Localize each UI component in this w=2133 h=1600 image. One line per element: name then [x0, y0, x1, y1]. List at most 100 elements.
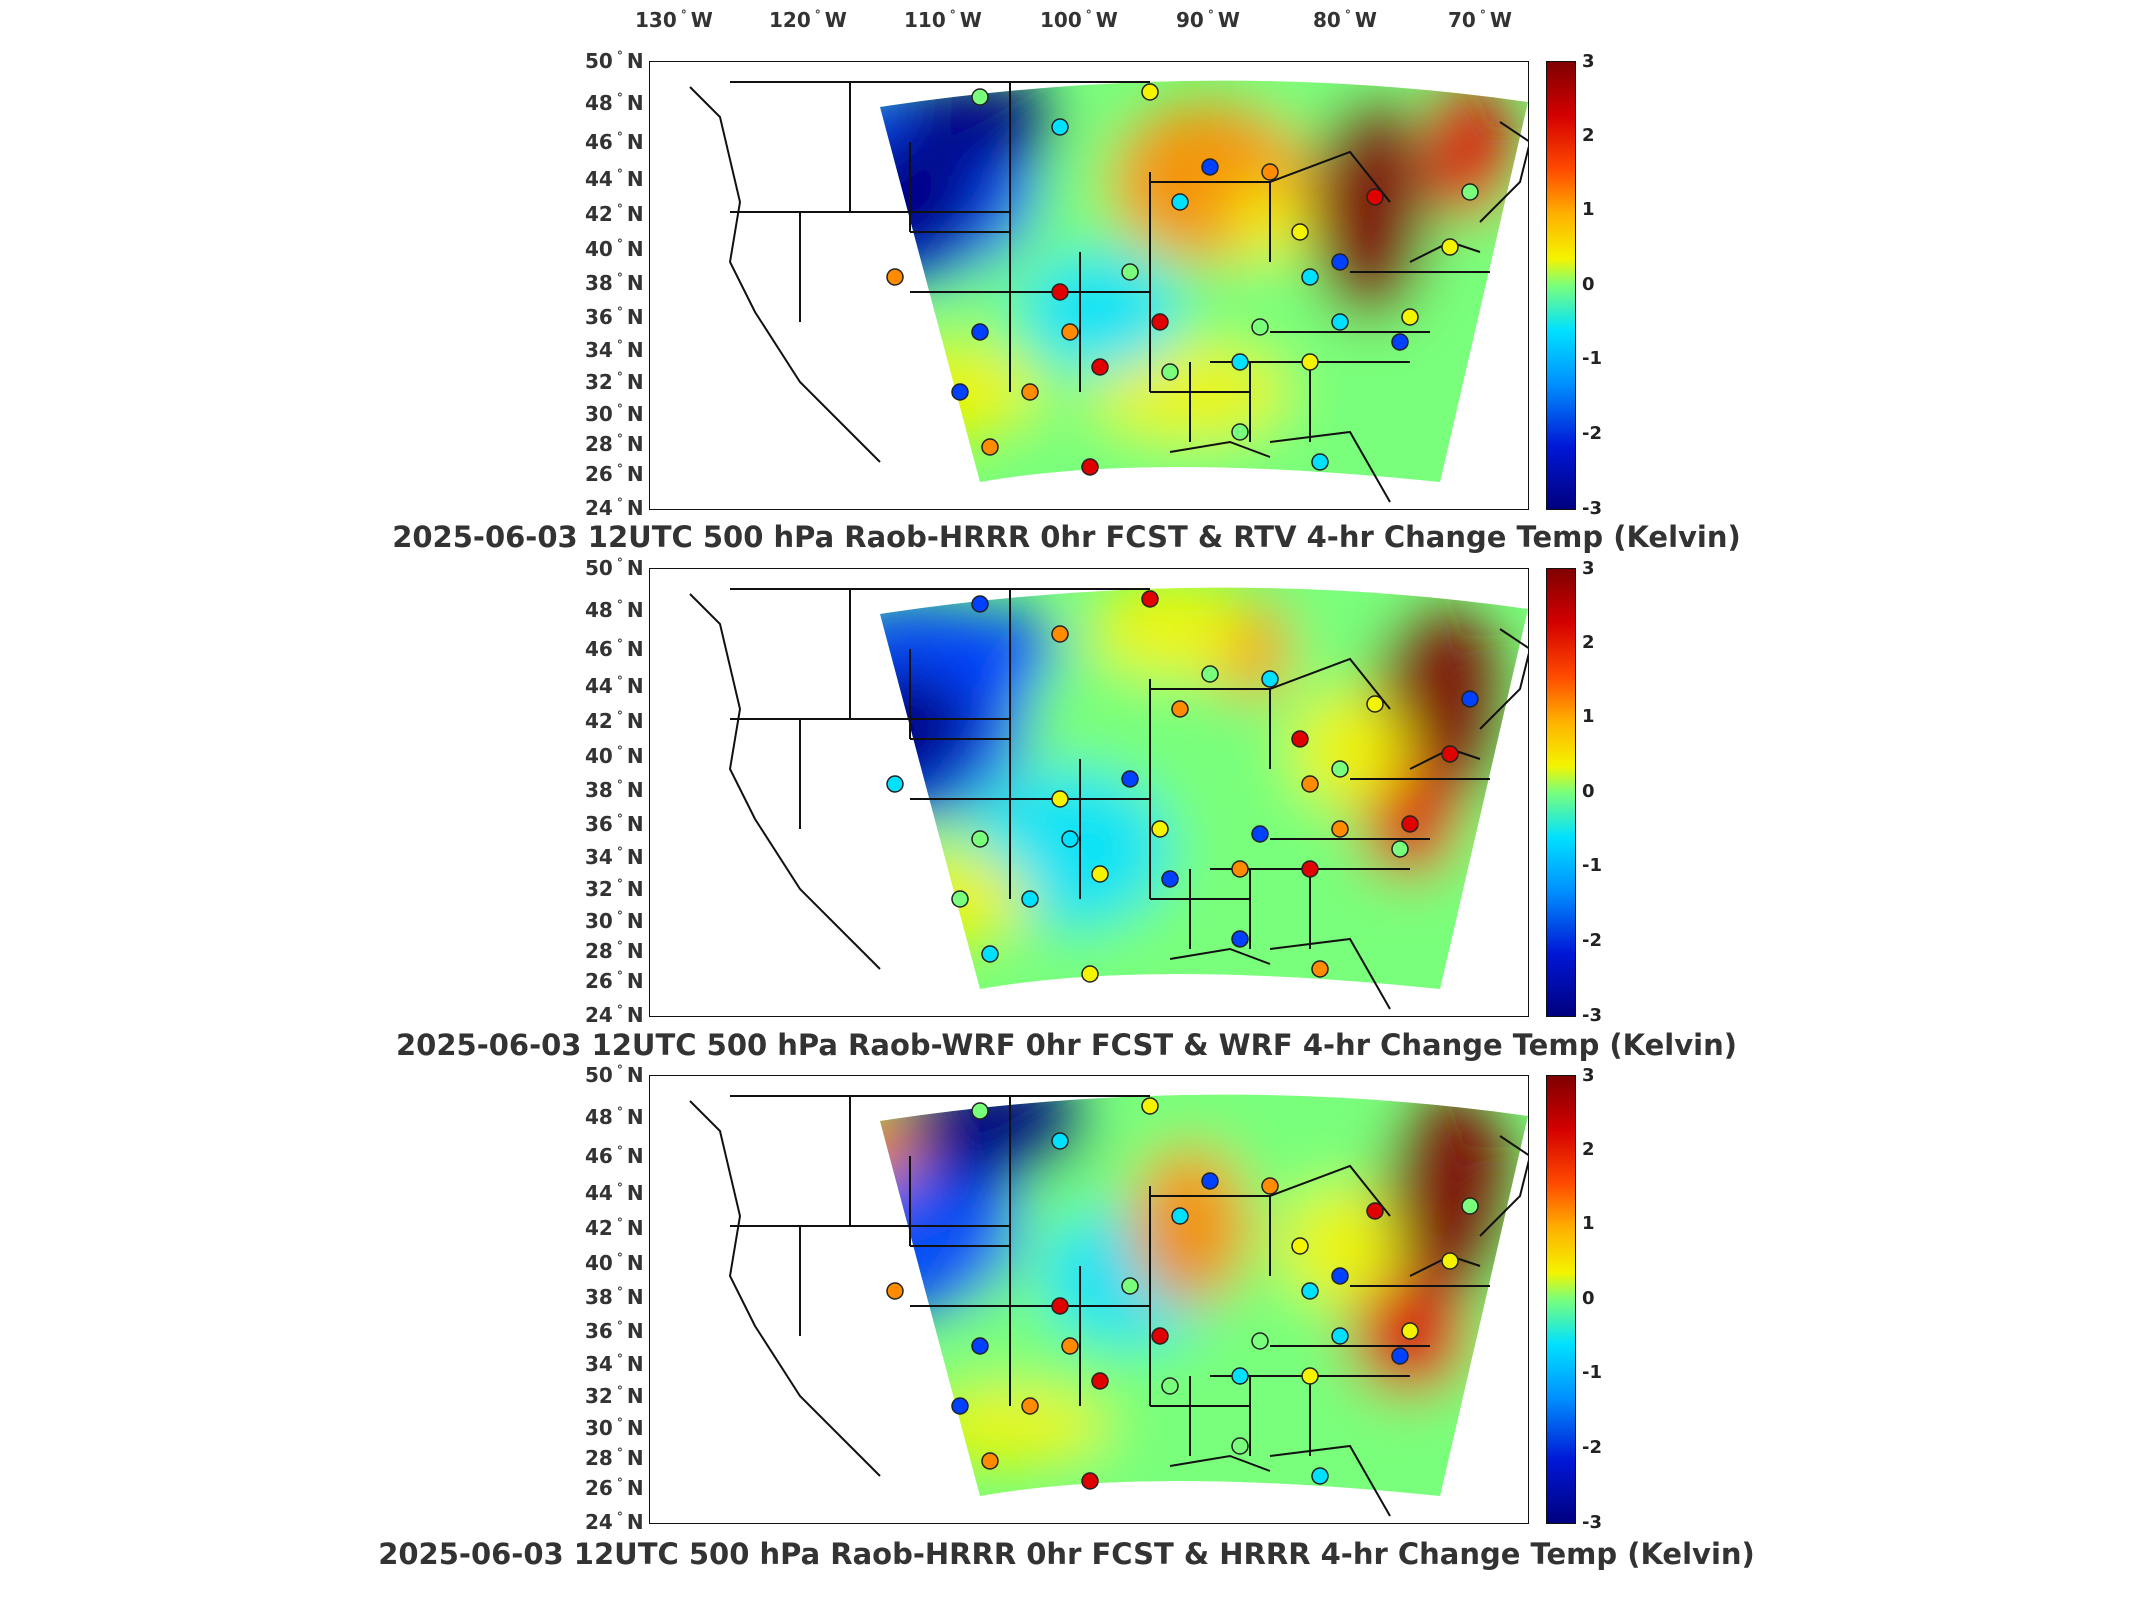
degree-symbol: °: [616, 1446, 623, 1461]
degree-value: 26: [585, 462, 613, 486]
station-marker: [1151, 1327, 1169, 1345]
degree-symbol: °: [1207, 8, 1214, 23]
latitude-label: 36 ° N: [585, 1319, 644, 1343]
latitude-label: 30 ° N: [585, 1416, 644, 1440]
station-marker: [1391, 840, 1409, 858]
colorbar: [1546, 61, 1576, 510]
hemisphere: N: [626, 909, 644, 933]
degree-symbol: °: [616, 1003, 623, 1018]
hemisphere: N: [626, 556, 644, 580]
degree-value: 130: [635, 8, 677, 32]
degree-value: 24: [585, 1003, 613, 1027]
colorbar-tick-label: -3: [1582, 1005, 1602, 1026]
degree-value: 42: [585, 1216, 613, 1240]
station-marker: [1081, 965, 1099, 983]
latitude-label: 30 ° N: [585, 402, 644, 426]
degree-value: 50: [585, 49, 613, 73]
degree-symbol: °: [616, 812, 623, 827]
latitude-label: 44 ° N: [585, 167, 644, 191]
station-marker: [971, 830, 989, 848]
station-marker: [1401, 308, 1419, 326]
station-marker: [1261, 670, 1279, 688]
degree-value: 48: [585, 1105, 613, 1129]
degree-symbol: °: [616, 598, 623, 613]
degree-value: 70: [1448, 8, 1476, 32]
degree-symbol: °: [616, 1352, 623, 1367]
colorbar-tick-label: 0: [1582, 1288, 1595, 1309]
hemisphere: N: [626, 338, 644, 362]
station-marker: [1121, 263, 1139, 281]
colorbar-tick-label: -3: [1582, 1512, 1602, 1533]
hemisphere: N: [626, 598, 644, 622]
degree-value: 100: [1040, 8, 1082, 32]
colorbar-tick-label: -1: [1582, 1362, 1602, 1383]
degree-value: 30: [585, 1416, 613, 1440]
hemisphere: N: [626, 1105, 644, 1129]
latitude-label: 26 ° N: [585, 969, 644, 993]
station-marker: [1051, 790, 1069, 808]
latitude-label: 40 ° N: [585, 744, 644, 768]
station-marker: [1231, 353, 1249, 371]
degree-value: 48: [585, 91, 613, 115]
colorbar-tick-label: 1: [1582, 706, 1595, 727]
hemisphere: N: [626, 812, 644, 836]
latitude-label: 50 ° N: [585, 1063, 644, 1087]
hemisphere: N: [626, 202, 644, 226]
degree-symbol: °: [616, 709, 623, 724]
latitude-label: 32 ° N: [585, 1384, 644, 1408]
station-marker: [1151, 313, 1169, 331]
degree-symbol: °: [814, 8, 821, 23]
latitude-label: 44 ° N: [585, 674, 644, 698]
colorbar-tick-label: 1: [1582, 199, 1595, 220]
hemisphere: N: [626, 1251, 644, 1275]
station-marker: [971, 88, 989, 106]
degree-value: 46: [585, 1144, 613, 1168]
latitude-label: 42 ° N: [585, 709, 644, 733]
temperature-field: [880, 80, 1528, 483]
station-marker: [1461, 690, 1479, 708]
degree-symbol: °: [616, 556, 623, 571]
station-marker: [1161, 1377, 1179, 1395]
hemisphere: N: [626, 462, 644, 486]
degree-symbol: °: [616, 1416, 623, 1431]
station-marker: [1391, 333, 1409, 351]
longitude-axis: 130 ° W 120 ° W 110 ° W 100 ° W 90 ° W 80 ° W 70 ° W: [0, 0, 2133, 40]
station-marker: [1391, 1347, 1409, 1365]
hemisphere: W: [1095, 8, 1118, 32]
degree-value: 42: [585, 202, 613, 226]
degree-value: 38: [585, 1285, 613, 1309]
station-marker: [1366, 188, 1384, 206]
latitude-label: 32 ° N: [585, 877, 644, 901]
colorbar-tick-label: -2: [1582, 423, 1602, 444]
degree-symbol: °: [616, 1216, 623, 1231]
station-marker: [1251, 825, 1269, 843]
latitude-label: 50 ° N: [585, 49, 644, 73]
station-marker: [886, 268, 904, 286]
degree-symbol: °: [616, 496, 623, 511]
degree-symbol: °: [616, 1319, 623, 1334]
hemisphere: W: [1217, 8, 1240, 32]
longitude-label: 120 ° W: [769, 8, 847, 32]
degree-symbol: °: [616, 305, 623, 320]
latitude-label: 44 ° N: [585, 1181, 644, 1205]
station-marker: [1231, 423, 1249, 441]
degree-value: 26: [585, 1476, 613, 1500]
degree-symbol: °: [616, 969, 623, 984]
station-marker: [886, 1282, 904, 1300]
station-marker: [886, 775, 904, 793]
station-marker: [1231, 1367, 1249, 1385]
degree-value: 42: [585, 709, 613, 733]
degree-symbol: °: [1085, 8, 1092, 23]
station-marker: [1081, 1472, 1099, 1490]
raob-stations: [886, 1097, 1479, 1490]
station-marker: [1291, 730, 1309, 748]
station-marker: [1441, 238, 1459, 256]
degree-symbol: °: [616, 1476, 623, 1491]
degree-value: 36: [585, 305, 613, 329]
hemisphere: N: [626, 370, 644, 394]
degree-value: 36: [585, 812, 613, 836]
station-marker: [1311, 1467, 1329, 1485]
hemisphere: W: [1489, 8, 1512, 32]
degree-symbol: °: [949, 8, 956, 23]
map-canvas: [689, 80, 1528, 503]
